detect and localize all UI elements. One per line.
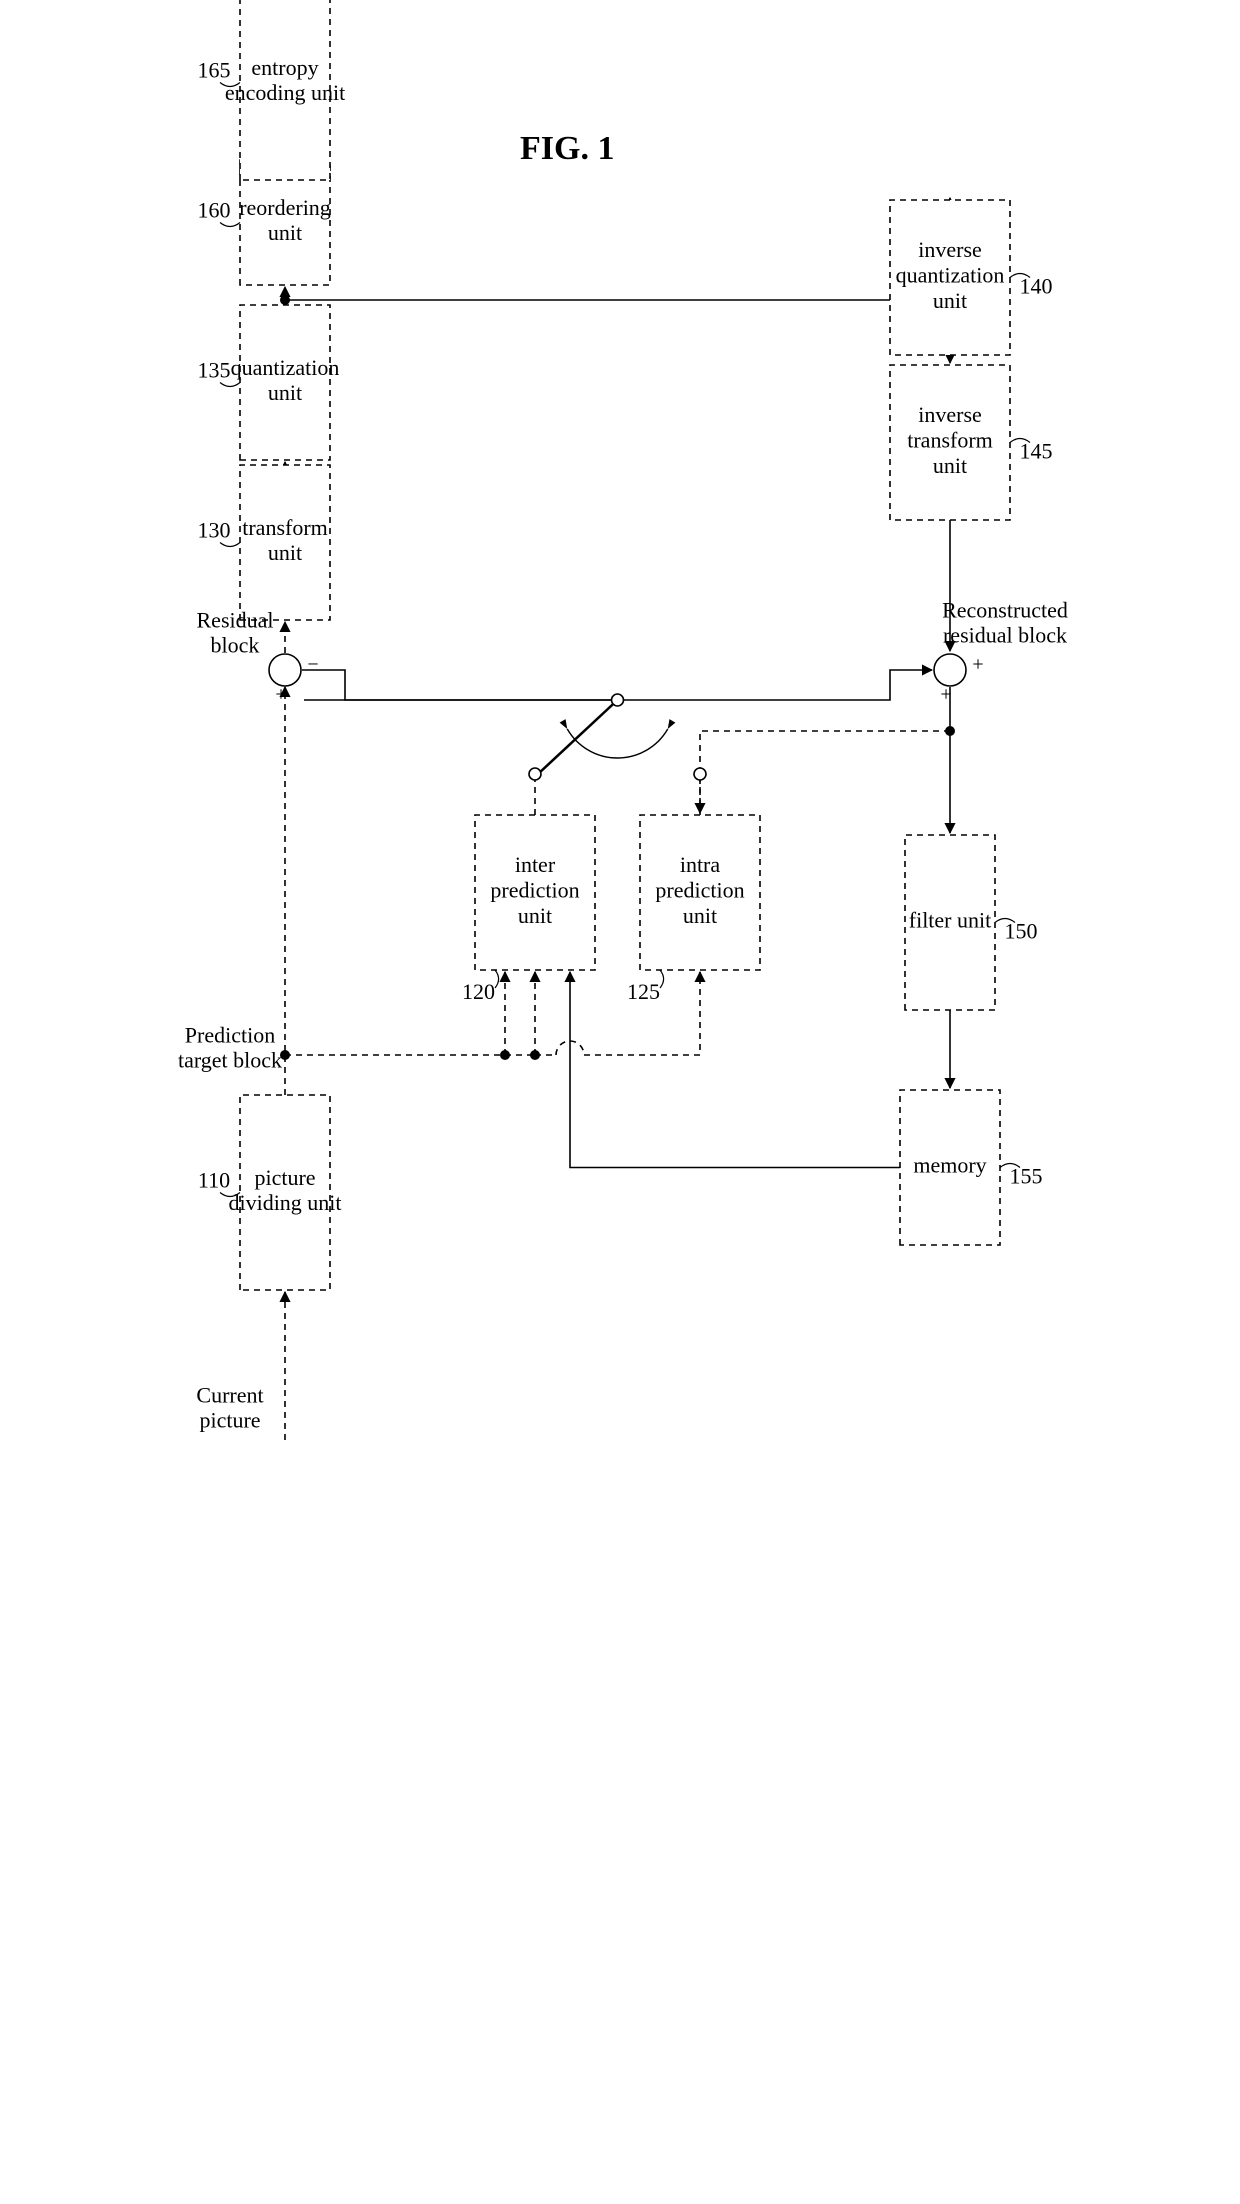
quantization-unit: quantizationunit135 [198, 305, 340, 460]
svg-text:−: − [307, 654, 318, 676]
diagram-svg: picturedividing unit110 transformunit130q… [0, 0, 1240, 2204]
svg-text:125: 125 [627, 979, 660, 1004]
diagram-canvas: FIG. 1 picturedividing unit110transformu… [0, 0, 1240, 2204]
svg-text:Predictiontarget block: Predictiontarget block [178, 1022, 282, 1072]
inter-prediction-unit: interpredictionunit120 [462, 815, 595, 1004]
memory: memory 155 [900, 1090, 1043, 1245]
svg-text:155: 155 [1010, 1164, 1043, 1189]
svg-text:+: + [275, 684, 286, 706]
picture-dividing-unit: picturedividing unit110 [198, 1095, 342, 1290]
svg-text:135: 135 [198, 358, 231, 383]
svg-text:160: 160 [198, 198, 231, 223]
svg-text:filter unit: filter unit [909, 908, 991, 933]
svg-text:+: + [940, 684, 951, 706]
inverse-quantization-unit: inversequantizationunit140 [890, 200, 1053, 355]
svg-text:140: 140 [1020, 274, 1053, 299]
svg-text:+: + [972, 654, 983, 676]
svg-text:120: 120 [462, 979, 495, 1004]
svg-text:130: 130 [198, 518, 231, 543]
svg-text:Currentpicture: Currentpicture [196, 1382, 263, 1432]
svg-text:110: 110 [198, 1168, 230, 1193]
entropy-encoding-unit: entropyencoding unit165 [198, 0, 346, 180]
svg-text:Residualblock: Residualblock [197, 607, 274, 657]
svg-text:150: 150 [1005, 919, 1038, 944]
svg-text:memory: memory [913, 1153, 986, 1178]
svg-text:165: 165 [198, 58, 231, 83]
transform-unit: transformunit130 [198, 465, 331, 620]
inverse-transform-unit: inversetransformunit145 [890, 365, 1053, 520]
svg-text:145: 145 [1020, 439, 1053, 464]
filter-unit: filter unit 150 [905, 835, 1038, 1010]
intra-prediction-unit: intrapredictionunit125 [627, 815, 760, 1004]
svg-text:Reconstructedresidual block: Reconstructedresidual block [942, 597, 1068, 647]
